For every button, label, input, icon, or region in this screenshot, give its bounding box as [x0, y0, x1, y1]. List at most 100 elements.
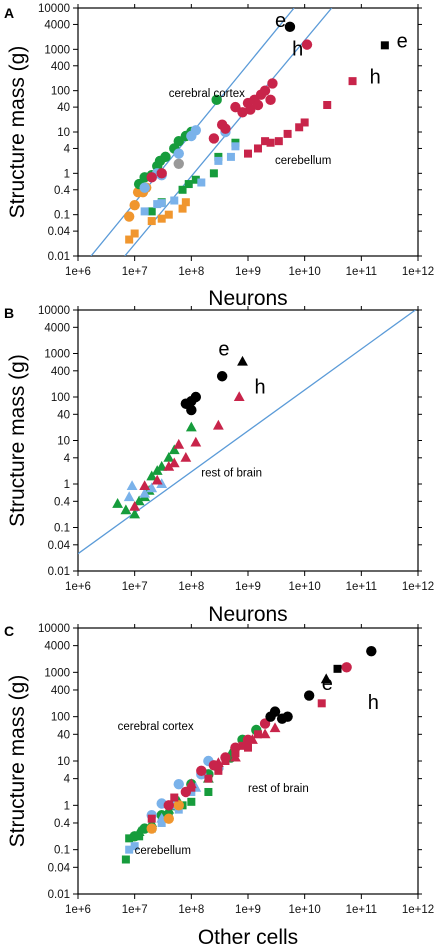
x-tick-label: 1e+12 [402, 266, 434, 278]
x-tick-label: 1e+9 [235, 904, 261, 916]
x-tick-label: 1e+6 [65, 266, 91, 278]
species-label: h [254, 377, 265, 399]
data-point-circle [259, 85, 271, 96]
species-label: e [275, 10, 286, 32]
y-tick-label: 40 [57, 729, 70, 741]
y-tick-label: 0.1 [54, 845, 70, 857]
region-label: cerebral cortex [118, 721, 194, 733]
data-point-square [130, 229, 139, 238]
x-tick-label: 1e+11 [346, 581, 377, 593]
data-point-triangle [133, 495, 145, 506]
x-tick-label: 1e+10 [289, 581, 321, 593]
data-point-triangle [230, 751, 241, 762]
data-point-triangle [190, 436, 202, 447]
region-label: rest of brain [201, 467, 262, 479]
species-label: e [218, 338, 229, 360]
x-tick-label: 1e+6 [65, 581, 91, 593]
x-tick-label: 1e+10 [289, 904, 321, 916]
y-tick-label: 100 [51, 392, 70, 404]
y-tick-label: 0.01 [48, 251, 70, 263]
y-tick-label: 100 [51, 712, 70, 724]
data-point-circle [139, 182, 150, 193]
x-tick-label: 1e+9 [235, 266, 261, 278]
data-point-circle [284, 21, 296, 33]
data-point-square [214, 156, 223, 165]
x-tick-label: 1e+8 [178, 266, 204, 278]
plot-area [90, 8, 389, 256]
data-point-triangle [173, 438, 185, 449]
y-tick-label: 4 [64, 453, 71, 465]
data-point-square [253, 144, 262, 153]
y-tick-label: 4000 [44, 641, 70, 653]
y-tick-label: 10 [57, 436, 70, 448]
data-point-circle [301, 39, 313, 50]
x-tick-label: 1e+6 [65, 904, 91, 916]
y-axis-label: Structure mass (g) [6, 46, 29, 219]
data-point-triangle [269, 722, 281, 733]
data-point-circle [190, 391, 202, 403]
plot-area [121, 645, 377, 864]
data-point-circle [173, 800, 184, 811]
data-point-circle [156, 168, 167, 179]
data-point-circle [245, 104, 256, 115]
x-tick-label: 1e+7 [122, 581, 148, 593]
x-tick-label: 1e+12 [402, 904, 434, 916]
data-point-circle [146, 172, 157, 183]
y-tick-label: 400 [51, 366, 70, 378]
y-tick-label: 10 [57, 756, 70, 768]
data-point-triangle [156, 460, 168, 471]
data-point-square [283, 129, 292, 138]
data-point-circle [163, 813, 174, 824]
data-point-square [157, 199, 166, 208]
data-point-circle [129, 199, 140, 211]
data-point-triangle [320, 673, 332, 684]
data-point-square [323, 101, 332, 110]
x-tick-label: 1e+8 [178, 904, 204, 916]
y-tick-label: 0.04 [48, 540, 71, 552]
data-point-circle [211, 94, 222, 106]
x-tick-label: 1e+8 [178, 581, 204, 593]
data-point-circle [196, 765, 207, 777]
species-label: h [370, 66, 381, 88]
data-point-square [181, 198, 190, 207]
y-tick-label: 40 [57, 102, 70, 114]
y-tick-label: 100 [51, 86, 70, 98]
data-point-triangle [120, 504, 132, 515]
data-point-square [204, 774, 213, 783]
y-tick-label: 0.1 [54, 523, 70, 535]
data-point-triangle [168, 444, 180, 455]
y-tick-label: 10000 [38, 305, 70, 317]
panel-c: C 0.01 0.04 0.1 0.4 1 4 10 40 100 400 1000 4000 10000… [4, 623, 434, 949]
y-tick-label: 4 [64, 774, 71, 786]
data-point-square [140, 207, 149, 216]
data-point-triangle [163, 460, 175, 471]
y-tick-label: 0.4 [54, 818, 71, 830]
data-point-square [153, 200, 162, 209]
y-axis-label: Structure mass (g) [6, 354, 29, 527]
x-tick-label: 1e+7 [122, 266, 148, 278]
y-tick-label: 0.04 [48, 862, 71, 874]
x-tick-label: 1e+10 [289, 266, 321, 278]
data-point-circle [186, 404, 197, 416]
data-point-circle [237, 107, 248, 118]
data-point-triangle [168, 457, 180, 468]
species-label: e [322, 673, 333, 695]
species-label: e [397, 31, 408, 53]
data-point-triangle [180, 452, 192, 462]
y-tick-label: 1 [64, 479, 70, 491]
region-label: rest of brain [248, 783, 309, 795]
data-point-square [333, 664, 342, 673]
data-point-triangle [129, 508, 141, 519]
data-point-circle [220, 123, 231, 134]
panel-letter: A [4, 5, 14, 21]
y-tick-label: 1 [64, 800, 70, 812]
y-tick-label: 10 [57, 127, 70, 139]
y-tick-label: 0.4 [54, 496, 71, 508]
data-point-circle [160, 151, 171, 163]
data-point-circle [341, 662, 352, 673]
data-point-square [178, 204, 187, 213]
fit-line [78, 310, 416, 555]
y-tick-label: 40 [57, 409, 70, 421]
data-point-triangle [151, 474, 163, 485]
data-point-triangle [146, 470, 158, 481]
